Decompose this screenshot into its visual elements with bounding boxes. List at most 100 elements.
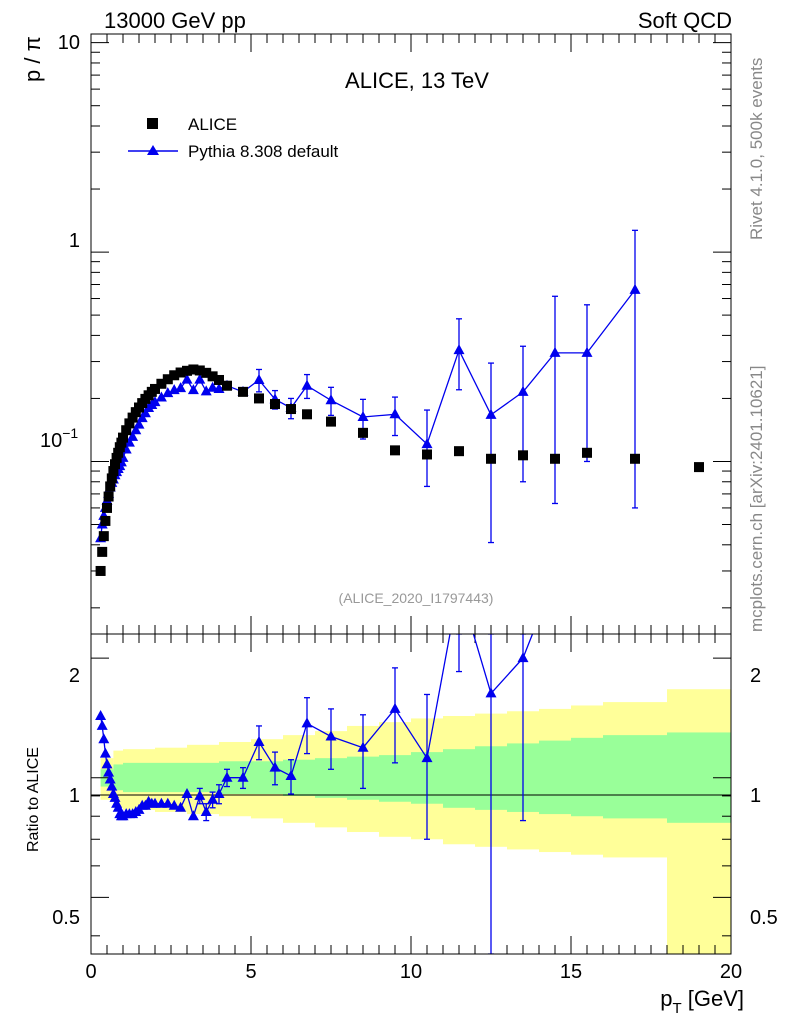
analysis-id: (ALICE_2020_I1797443): [339, 590, 494, 606]
pythia-point: [389, 408, 401, 419]
ratio-pythia-point: [285, 769, 297, 780]
alice-point: [207, 371, 218, 382]
legend-pythia-marker: [147, 145, 159, 155]
alice-point: [390, 445, 400, 456]
ratio-pythia-point: [109, 791, 121, 802]
pythia-point: [127, 430, 139, 441]
rivet-version-label: Rivet 4.1.0, 500k events: [747, 58, 766, 240]
alice-point: [550, 453, 560, 464]
ratio-tick-left-2: 2: [69, 665, 80, 687]
ratio-pythia-point: [421, 752, 433, 763]
ratio-pythia-point: [104, 773, 116, 784]
alice-point: [113, 447, 124, 458]
ratio-pythia-point: [101, 758, 113, 769]
pythia-point: [200, 385, 212, 396]
alice-point: [116, 437, 127, 448]
legend: ALICE Pythia 8.308 default: [128, 115, 339, 161]
alice-point: [694, 462, 704, 473]
y-tick-label-10: 10: [58, 32, 80, 54]
ratio-pythia-point: [485, 687, 497, 698]
y-tick-label-0.1-base: 10: [40, 430, 62, 452]
y-axis-main-label: p / π: [20, 36, 45, 82]
main-panel-background: [91, 34, 731, 634]
pythia-point: [130, 424, 142, 435]
ratio-pythia-point: [96, 719, 108, 730]
pythia-point: [421, 438, 433, 449]
ratio-pythia-point: [187, 810, 199, 821]
inner-uncertainty-band: [443, 749, 475, 808]
alice-point: [97, 546, 108, 557]
inner-uncertainty-band: [571, 737, 603, 817]
ratio-pythia-point: [357, 741, 369, 752]
alice-point: [150, 383, 160, 394]
alice-point: [162, 374, 173, 385]
alice-point: [175, 367, 186, 378]
alice-point: [108, 466, 119, 477]
ratio-pythia-point: [162, 797, 174, 808]
ratio-pythia-point: [389, 702, 401, 713]
ratio-pythia-point: [98, 733, 110, 744]
legend-pythia-label: Pythia 8.308 default: [188, 142, 339, 161]
ratio-tick-left-1: 1: [69, 785, 80, 807]
ratio-pythia-point: [200, 805, 212, 816]
main-panel: [90, 33, 732, 635]
pythia-point: [301, 379, 313, 390]
ratio-pythia-clipped: [95, 634, 534, 954]
alice-point: [422, 449, 432, 460]
alice-point: [182, 365, 192, 376]
alice-point: [111, 452, 122, 463]
alice-point: [214, 374, 224, 385]
x-axis-label-unit: [GeV]: [682, 986, 744, 1011]
alice-point: [105, 481, 116, 492]
alice-point: [127, 412, 138, 423]
x-tick-label-0: 0: [85, 961, 96, 983]
alice-point: [194, 365, 205, 376]
alice-point: [110, 459, 120, 470]
pythia-point: [162, 387, 174, 398]
pythia-point: [213, 382, 225, 393]
inner-uncertainty-band: [113, 764, 123, 791]
ratio-pythia-point: [517, 652, 529, 663]
inner-uncertainty-band: [187, 762, 219, 793]
ratio-pythia-point: [106, 780, 118, 791]
alice-point: [630, 453, 640, 464]
pythia-point: [175, 382, 187, 393]
ratio-pythia-point: [112, 801, 124, 812]
alice-point: [156, 378, 167, 389]
alice-point: [169, 370, 180, 381]
y-tick-label-1: 1: [69, 230, 80, 252]
header-left-title: 13000 GeV pp: [104, 8, 246, 33]
alice-point: [326, 416, 336, 427]
inner-uncertainty-band: [123, 762, 139, 793]
ratio-pythia-point: [207, 793, 219, 804]
pythia-point: [325, 394, 337, 405]
y-tick-label-0.1-exponent: −1: [62, 425, 78, 441]
ratio-tick-left-0.5: 0.5: [52, 907, 80, 929]
x-axis-label-subscript: T: [672, 1000, 681, 1017]
inner-uncertainty-band: [155, 762, 187, 793]
y-tick-label-0.1: 10−1: [40, 425, 78, 452]
pythia-point: [181, 373, 193, 384]
mcplots-label: mcplots.cern.ch [arXiv:2401.10621]: [747, 366, 766, 632]
ratio-tick-right-2: 2: [750, 665, 761, 687]
ratio-pythia-point: [221, 771, 233, 782]
pythia-point: [207, 381, 219, 392]
alice-point: [102, 502, 112, 513]
x-tick-label-15: 15: [560, 961, 582, 983]
y-axis-ratio-label: Ratio to ALICE: [25, 747, 42, 852]
ratio-pythia-point: [103, 766, 115, 777]
ratio-pythia-point: [237, 771, 249, 782]
ratio-panel: [90, 633, 732, 955]
alice-point: [188, 364, 199, 375]
ratio-pythia-point: [181, 787, 193, 798]
pythia-point: [155, 391, 167, 402]
ratio-pythia-point: [253, 735, 265, 746]
pythia-point: [194, 373, 206, 384]
ratio-tick-right-0.5: 0.5: [750, 907, 778, 929]
alice-point: [302, 409, 312, 420]
alice-point: [118, 432, 128, 443]
pythia-point: [453, 344, 465, 355]
alice-point: [254, 393, 264, 404]
legend-alice-label: ALICE: [188, 115, 237, 134]
